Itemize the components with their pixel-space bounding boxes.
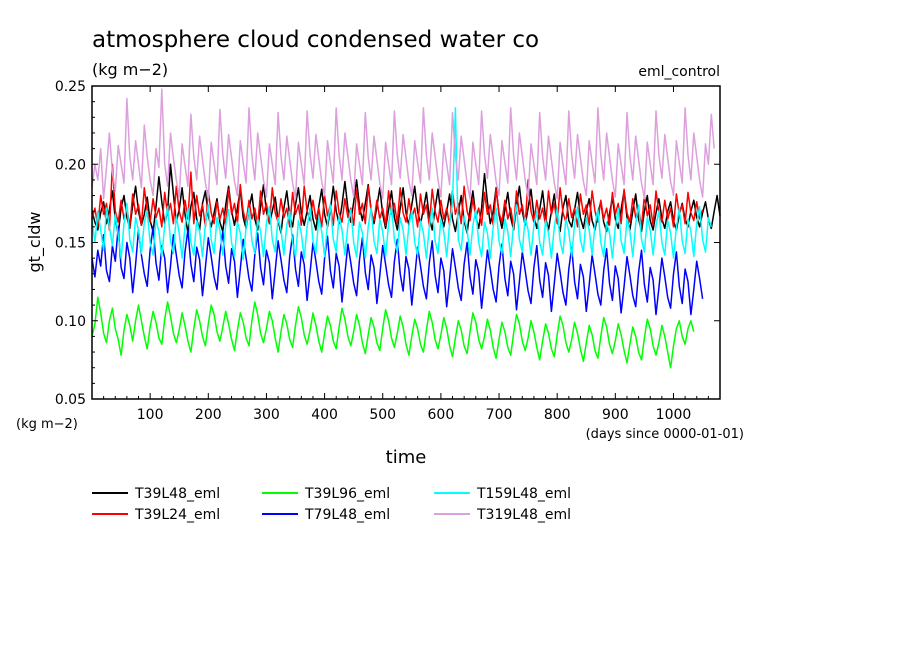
x-tick-label: 400 [311, 407, 338, 423]
y-tick-label: 0.25 [55, 79, 86, 95]
series-line-T159L48_eml [91, 107, 713, 261]
y-tick-label: 0.05 [55, 392, 86, 408]
y-axis: 0.05 0.10 0.15 0.20 0.25 [55, 79, 720, 408]
x-axis-label: time [386, 447, 427, 468]
x-tick-label: 300 [253, 407, 280, 423]
legend-label: T79L48_eml [304, 507, 390, 523]
legend-label: T39L96_eml [304, 486, 390, 502]
legend-label: T39L24_eml [134, 507, 220, 523]
y-tick-label: 0.15 [55, 236, 86, 252]
experiment-label: eml_control [638, 64, 720, 80]
legend-label: T39L48_eml [134, 486, 220, 502]
chart-units: (kg m−2) [92, 60, 168, 79]
x-tick-label: 100 [137, 407, 164, 423]
chart-title: atmosphere cloud condensed water co [92, 27, 539, 53]
x-axis-units: (days since 0000-01-01) [586, 427, 744, 442]
y-axis-units: (kg m−2) [16, 417, 78, 432]
legend-label: T319L48_eml [476, 507, 571, 523]
x-tick-label: 800 [544, 407, 571, 423]
series-line-T79L48_eml [91, 226, 704, 316]
series-line-T39L24_eml [91, 163, 704, 231]
x-tick-label: 900 [602, 407, 629, 423]
series-line-T319L48_eml [91, 88, 715, 200]
x-tick-label: 200 [195, 407, 222, 423]
x-tick-label: 600 [428, 407, 455, 423]
y-tick-label: 0.10 [55, 314, 86, 330]
x-tick-label: 700 [486, 407, 513, 423]
x-tick-label: 1000 [656, 407, 692, 423]
y-axis-label: gt_cldw [25, 212, 45, 273]
series-layer [91, 88, 721, 369]
y-tick-label: 0.20 [55, 157, 86, 173]
series-line-T39L96_eml [91, 296, 695, 369]
x-tick-label: 500 [369, 407, 396, 423]
legend: T39L48_eml T39L24_eml T39L96_eml T79L48_eml… [92, 486, 571, 523]
x-axis: 100 200 300 400 500 600 700 800 900 1000 [103, 86, 709, 423]
series-line-T39L48_eml [91, 163, 721, 236]
legend-label: T159L48_eml [476, 486, 571, 502]
